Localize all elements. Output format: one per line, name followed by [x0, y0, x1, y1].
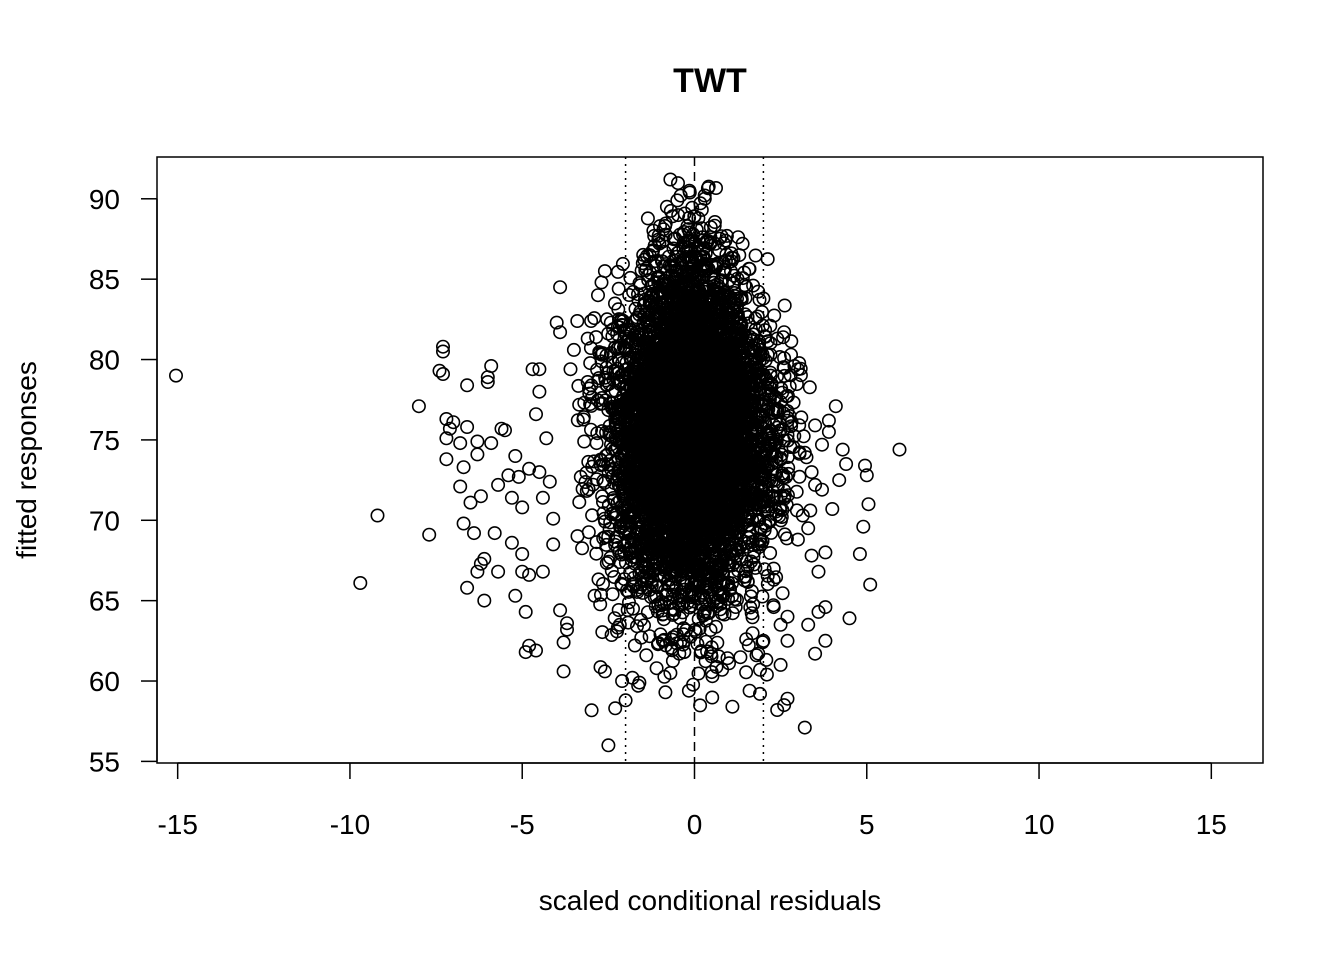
data-point — [658, 685, 673, 700]
data-point — [606, 364, 621, 379]
data-point — [780, 449, 795, 464]
data-point — [784, 334, 799, 349]
data-point — [611, 602, 626, 617]
data-point — [750, 482, 765, 497]
data-point — [708, 181, 723, 196]
data-points — [169, 172, 907, 753]
data-point — [591, 572, 606, 587]
data-point — [651, 635, 666, 650]
data-point — [584, 703, 599, 718]
data-point — [733, 650, 748, 665]
data-point — [581, 381, 596, 396]
data-point — [633, 612, 648, 627]
data-point — [642, 629, 657, 644]
data-point — [748, 248, 763, 263]
data-point — [775, 586, 790, 601]
data-point — [685, 200, 700, 215]
data-point — [693, 698, 708, 713]
data-point — [595, 625, 610, 640]
data-point — [607, 611, 622, 626]
data-point — [769, 570, 784, 585]
data-point — [705, 690, 720, 705]
data-point — [763, 545, 778, 560]
data-point — [780, 410, 795, 425]
data-point — [755, 589, 770, 604]
data-point — [640, 211, 655, 226]
data-point — [755, 318, 770, 333]
data-point — [583, 422, 598, 437]
data-point — [713, 588, 728, 603]
data-point — [602, 521, 617, 536]
data-point — [666, 232, 681, 247]
data-point — [583, 356, 598, 371]
chart-title: TWT — [673, 62, 747, 100]
data-point — [711, 649, 726, 664]
data-point — [745, 512, 760, 527]
data-point — [651, 597, 666, 612]
data-point — [776, 360, 791, 375]
data-point — [599, 537, 614, 552]
data-point — [679, 623, 694, 638]
data-point — [776, 330, 791, 345]
data-point — [623, 270, 638, 285]
data-point — [676, 637, 691, 652]
data-point — [655, 539, 670, 554]
data-point — [586, 454, 601, 469]
data-point — [576, 412, 591, 427]
data-point — [600, 312, 615, 327]
data-point — [581, 482, 596, 497]
data-point — [657, 597, 672, 612]
data-point — [627, 638, 642, 653]
data-point — [760, 252, 775, 267]
data-point — [690, 636, 705, 651]
data-point — [666, 260, 681, 275]
data-point — [669, 627, 684, 642]
data-point — [593, 660, 608, 675]
data-point — [615, 256, 630, 271]
data-point — [681, 683, 696, 698]
data-point — [572, 495, 587, 510]
data-point — [743, 600, 758, 615]
data-point — [705, 669, 720, 684]
data-point — [743, 589, 758, 604]
data-point — [595, 576, 610, 591]
data-point — [694, 221, 709, 236]
data-point — [700, 181, 715, 196]
data-point — [624, 553, 639, 568]
data-point — [670, 176, 685, 191]
data-point — [789, 377, 804, 392]
data-point — [575, 541, 590, 556]
